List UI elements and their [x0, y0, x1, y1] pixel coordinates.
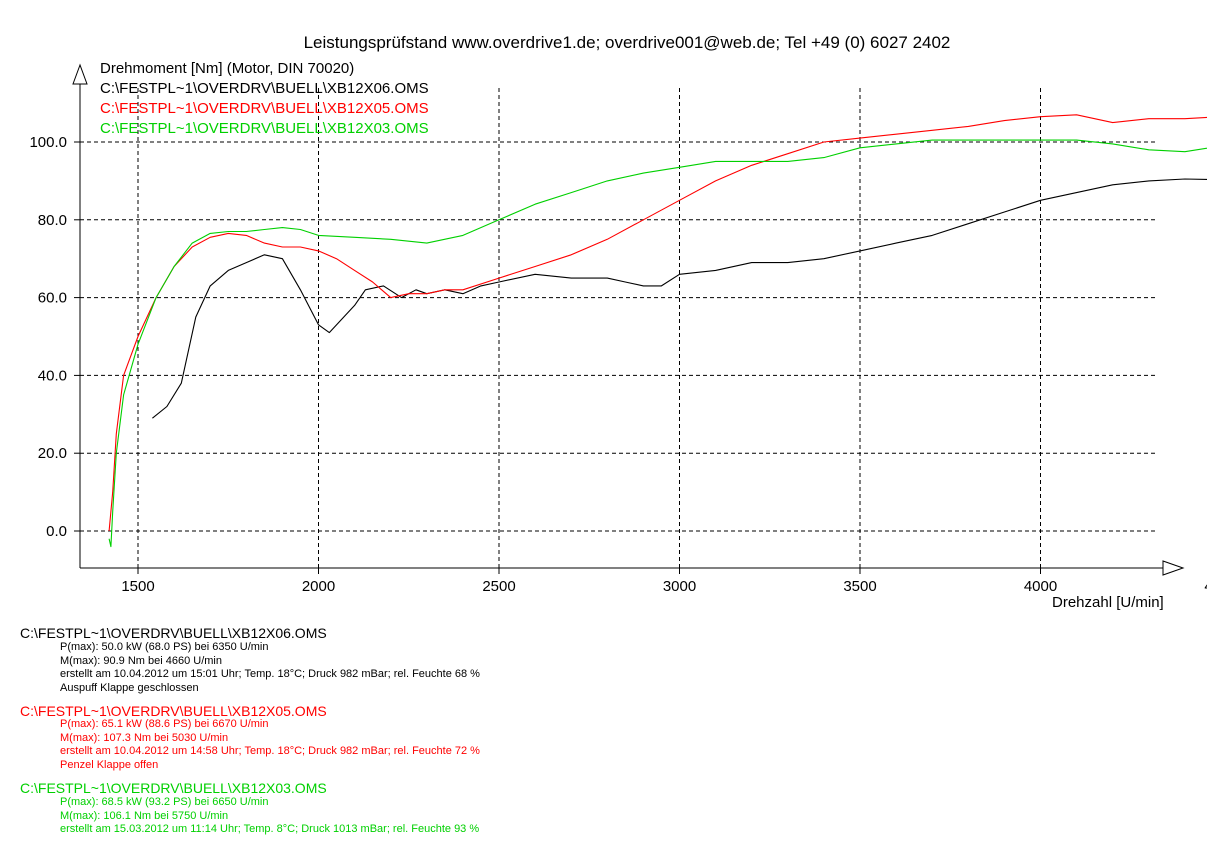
info-line: Penzel Klappe offen: [60, 758, 159, 771]
info-line: erstellt am 10.04.2012 um 15:01 Uhr; Tem…: [60, 668, 480, 680]
x-tick-label: 2500: [482, 578, 515, 595]
info-line: P(max): 50.0 kW (68.0 PS) bei 6350 U/min: [60, 641, 269, 653]
legend-item-xb12x06: C:\FESTPL~1\OVERDRV\BUELL\XB12X06.OMS: [100, 80, 429, 97]
chart-title: Leistungsprüfstand www.overdrive1.de; ov…: [303, 33, 951, 52]
y-axis-arrow: [72, 63, 88, 85]
info-line: P(max): 65.1 kW (88.6 PS) bei 6670 U/min: [60, 718, 269, 730]
series-lines: [108, 114, 1207, 548]
x-axis-label: Drehzahl [U/min]: [1052, 594, 1164, 611]
info-line: P(max): 68.5 kW (93.2 PS) bei 6650 U/min: [60, 796, 269, 808]
x-tick-label: 1500: [121, 578, 154, 595]
y-tick-label: 60.0: [38, 290, 67, 307]
y-tick-label: 0.0: [46, 523, 67, 540]
x-tick-label: 3000: [663, 578, 696, 595]
info-details-xb12x03: P(max): 68.5 kW (93.2 PS) bei 6650 U/min…: [60, 796, 479, 837]
y-axis-label: Drehmoment [Nm] (Motor, DIN 70020): [100, 60, 355, 77]
info-line: M(max): 90.9 Nm bei 4660 U/min: [60, 654, 222, 667]
tick-labels: 1500200025003000350040004500500055006000…: [29, 134, 1207, 595]
x-tick-label: 2000: [302, 578, 335, 595]
x-axis-arrow: [1162, 560, 1185, 576]
y-tick-label: 100.0: [29, 134, 67, 151]
info-line: M(max): 106.1 Nm bei 5750 U/min: [60, 809, 229, 822]
info-line: M(max): 107.3 Nm bei 5030 U/min: [60, 731, 229, 744]
x-tick-label: 3500: [843, 578, 876, 595]
info-line: Auspuff Klappe geschlossen: [60, 681, 199, 694]
series-line-2: [108, 139, 1207, 548]
x-tick-label: 4500: [1204, 578, 1207, 595]
series-line-1: [108, 114, 1207, 532]
legend-item-xb12x05: C:\FESTPL~1\OVERDRV\BUELL\XB12X05.OMS: [100, 100, 429, 117]
axes: [72, 63, 1185, 576]
y-tick-label: 80.0: [38, 212, 67, 229]
info-details-xb12x06: P(max): 50.0 kW (68.0 PS) bei 6350 U/min…: [60, 641, 480, 695]
info-line: erstellt am 15.03.2012 um 11:14 Uhr; Tem…: [60, 823, 480, 835]
info-file-xb12x06: C:\FESTPL~1\OVERDRV\BUELL\XB12X06.OMS: [20, 625, 327, 641]
info-line: erstellt am 10.04.2012 um 14:58 Uhr; Tem…: [60, 745, 480, 757]
info-file-xb12x03: C:\FESTPL~1\OVERDRV\BUELL\XB12X03.OMS: [20, 780, 327, 796]
series-line-0: [152, 178, 1207, 419]
y-tick-label: 20.0: [38, 445, 67, 462]
x-tick-label: 4000: [1024, 578, 1057, 595]
y-tick-label: 40.0: [38, 367, 67, 384]
legend-item-xb12x03: C:\FESTPL~1\OVERDRV\BUELL\XB12X03.OMS: [100, 120, 429, 137]
grid-lines: [80, 88, 1155, 568]
info-file-xb12x05: C:\FESTPL~1\OVERDRV\BUELL\XB12X05.OMS: [20, 703, 327, 719]
info-details-xb12x05: P(max): 65.1 kW (88.6 PS) bei 6670 U/min…: [60, 718, 480, 772]
